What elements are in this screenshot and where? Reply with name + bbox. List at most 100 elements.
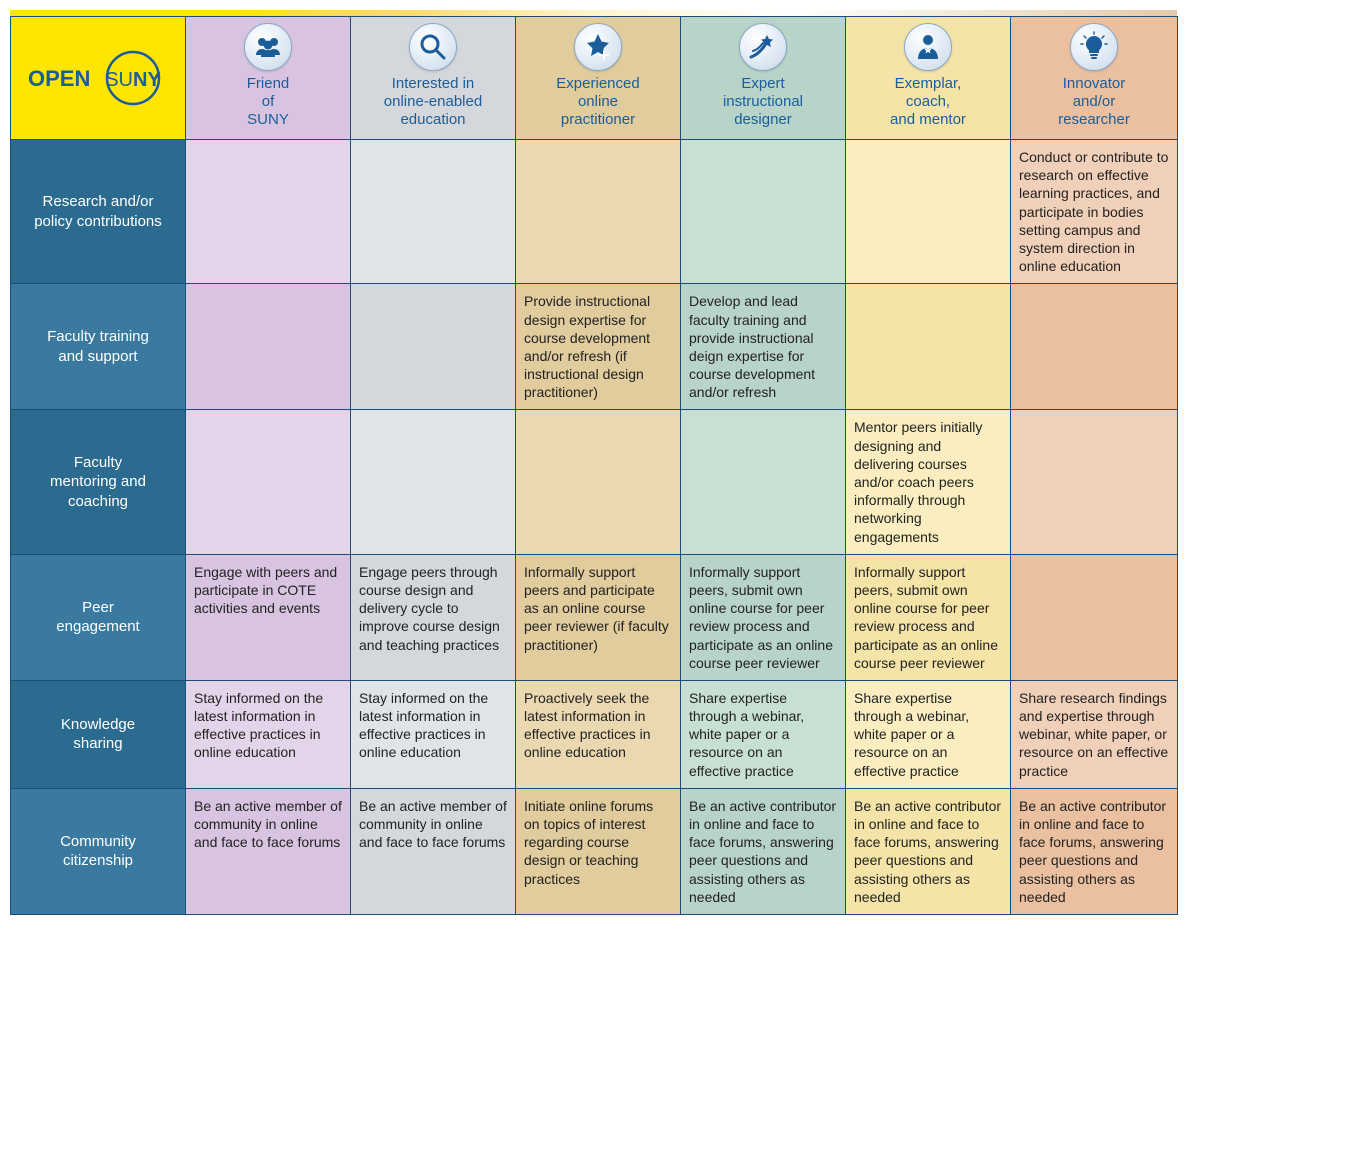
col-header-line: instructional (685, 93, 841, 111)
col-header-line: SUNY (190, 111, 346, 129)
cell-mentoring-exemplar: Mentor peers initially designing and del… (846, 410, 1011, 554)
cell-research-expert (681, 140, 846, 284)
col-header-line: practitioner (520, 111, 676, 129)
cell-knowledge-friend: Stay informed on the latest information … (186, 680, 351, 788)
cell-community-experienced: Initiate online forums on topics of inte… (516, 788, 681, 914)
col-header-line: coach, (850, 93, 1006, 111)
cell-research-exemplar (846, 140, 1011, 284)
cell-mentoring-innovator (1011, 410, 1178, 554)
col-header-line: education (355, 111, 511, 129)
cell-mentoring-expert (681, 410, 846, 554)
cell-knowledge-expert: Share expertise through a webinar, white… (681, 680, 846, 788)
cell-training-expert: Develop and lead faculty training and pr… (681, 284, 846, 410)
group-icon (190, 23, 346, 71)
cell-text: Engage peers through course design and d… (359, 563, 507, 654)
col-header-line: Experienced (520, 75, 676, 93)
cell-peer-experienced: Informally support peers and participate… (516, 554, 681, 680)
cell-text: Informally support peers and participate… (524, 563, 672, 654)
cell-text: Develop and lead faculty training and pr… (689, 292, 837, 401)
cell-training-innovator (1011, 284, 1178, 410)
cell-training-exemplar (846, 284, 1011, 410)
col-header-label: Innovatorand/orresearcher (1015, 75, 1173, 129)
cell-community-exemplar: Be an active contributor in online and f… (846, 788, 1011, 914)
col-header-line: online-enabled (355, 93, 511, 111)
col-header-line: Interested in (355, 75, 511, 93)
cell-text: Stay informed on the latest information … (359, 689, 507, 762)
col-header-line: and/or (1015, 93, 1173, 111)
cell-training-friend (186, 284, 351, 410)
cell-knowledge-innovator: Share research findings and expertise th… (1011, 680, 1178, 788)
cell-text: Be an active member of community in onli… (194, 797, 342, 852)
cell-text: Be an active contributor in online and f… (854, 797, 1002, 906)
competency-matrix-table: OPEN SUNY FriendofSUNY Interested inonli… (10, 16, 1178, 915)
col-header-line: Innovator (1015, 75, 1173, 93)
cell-peer-friend: Engage with peers and participate in COT… (186, 554, 351, 680)
col-header-friend: FriendofSUNY (186, 17, 351, 140)
row-header-knowledge: Knowledgesharing (11, 680, 186, 788)
col-header-expert: Expertinstructionaldesigner (681, 17, 846, 140)
cell-text: Engage with peers and participate in COT… (194, 563, 342, 618)
cell-community-friend: Be an active member of community in onli… (186, 788, 351, 914)
col-header-interested: Interested inonline-enablededucation (351, 17, 516, 140)
magnifier-icon (355, 23, 511, 71)
cell-mentoring-experienced (516, 410, 681, 554)
cell-text: Mentor peers initially designing and del… (854, 418, 1002, 545)
cell-peer-exemplar: Informally support peers, submit own onl… (846, 554, 1011, 680)
row-header-mentoring: Facultymentoring andcoaching (11, 410, 186, 554)
cell-peer-innovator (1011, 554, 1178, 680)
cell-text: Provide instructional design expertise f… (524, 292, 672, 401)
matrix-container: OPEN SUNY FriendofSUNY Interested inonli… (10, 10, 1357, 915)
row-header-research: Research and/orpolicy contributions (11, 140, 186, 284)
col-header-line: Expert (685, 75, 841, 93)
cell-text: Informally support peers, submit own onl… (854, 563, 1002, 672)
cell-text: Proactively seek the latest information … (524, 689, 672, 762)
cell-research-innovator: Conduct or contribute to research on eff… (1011, 140, 1178, 284)
cell-knowledge-exemplar: Share expertise through a webinar, white… (846, 680, 1011, 788)
col-header-line: and mentor (850, 111, 1006, 129)
star-plus-icon (520, 23, 676, 71)
cell-text: Stay informed on the latest information … (194, 689, 342, 762)
cell-peer-expert: Informally support peers, submit own onl… (681, 554, 846, 680)
col-header-exemplar: Exemplar,coach,and mentor (846, 17, 1011, 140)
cell-research-friend (186, 140, 351, 284)
row-header-training: Faculty trainingand support (11, 284, 186, 410)
col-header-label: Experiencedonlinepractitioner (520, 75, 676, 129)
col-header-line: of (190, 93, 346, 111)
cell-text: Be an active contributor in online and f… (1019, 797, 1169, 906)
col-header-label: FriendofSUNY (190, 75, 346, 129)
cell-community-expert: Be an active contributor in online and f… (681, 788, 846, 914)
cell-research-experienced (516, 140, 681, 284)
col-header-label: Exemplar,coach,and mentor (850, 75, 1006, 129)
cell-text: Initiate online forums on topics of inte… (524, 797, 672, 888)
cell-community-innovator: Be an active contributor in online and f… (1011, 788, 1178, 914)
row-header-community: Communitycitizenship (11, 788, 186, 914)
cell-text: Share expertise through a webinar, white… (689, 689, 837, 780)
cell-community-interested: Be an active member of community in onli… (351, 788, 516, 914)
cell-text: Share expertise through a webinar, white… (854, 689, 1002, 780)
cell-training-interested (351, 284, 516, 410)
cell-training-experienced: Provide instructional design expertise f… (516, 284, 681, 410)
col-header-line: online (520, 93, 676, 111)
col-header-line: Friend (190, 75, 346, 93)
cell-mentoring-interested (351, 410, 516, 554)
col-header-line: researcher (1015, 111, 1173, 129)
cell-text: Be an active contributor in online and f… (689, 797, 837, 906)
col-header-experienced: Experiencedonlinepractitioner (516, 17, 681, 140)
row-header-peer: Peerengagement (11, 554, 186, 680)
cell-mentoring-friend (186, 410, 351, 554)
cell-knowledge-experienced: Proactively seek the latest information … (516, 680, 681, 788)
svg-text:OPEN: OPEN (28, 66, 90, 91)
col-header-innovator: Innovatorand/orresearcher (1011, 17, 1178, 140)
col-header-label: Interested inonline-enablededucation (355, 75, 511, 129)
col-header-line: Exemplar, (850, 75, 1006, 93)
shooting-star-icon (685, 23, 841, 71)
col-header-label: Expertinstructionaldesigner (685, 75, 841, 129)
cell-knowledge-interested: Stay informed on the latest information … (351, 680, 516, 788)
cell-text: Informally support peers, submit own onl… (689, 563, 837, 672)
lightbulb-icon (1015, 23, 1173, 71)
logo-cell: OPEN SUNY (11, 17, 186, 140)
col-header-line: designer (685, 111, 841, 129)
cell-text: Be an active member of community in onli… (359, 797, 507, 852)
cell-text: Share research findings and expertise th… (1019, 689, 1169, 780)
person-star-icon (850, 23, 1006, 71)
